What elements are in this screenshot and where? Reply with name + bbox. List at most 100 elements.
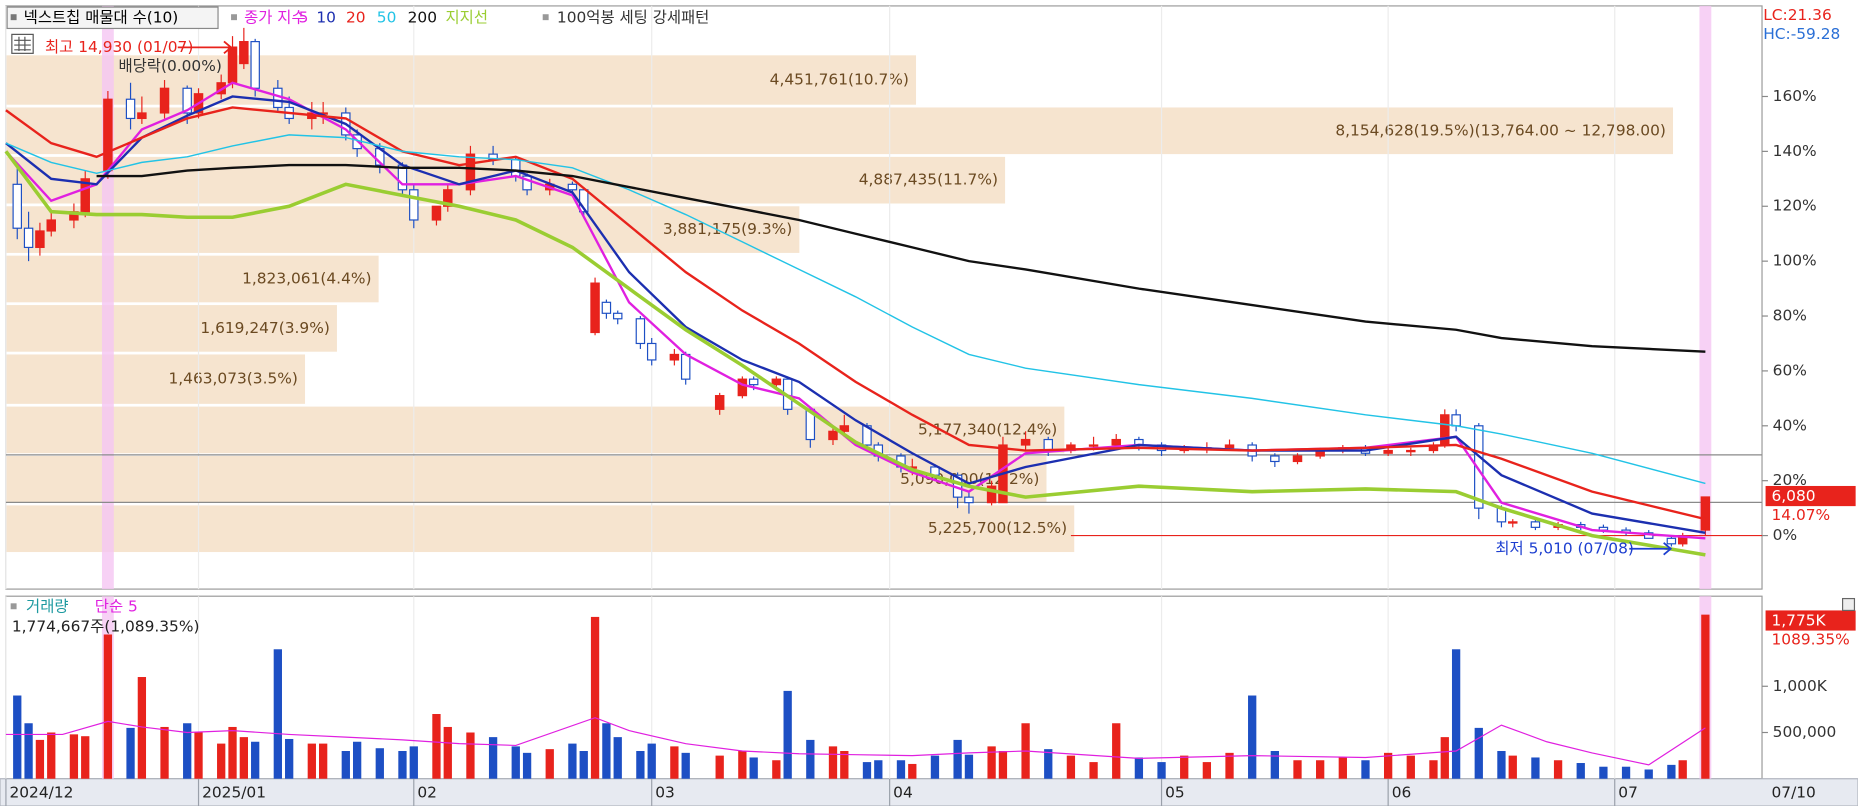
candle-body — [239, 41, 249, 65]
high-note: 최고 14,930 (01/07) — [45, 38, 193, 56]
volume-bar — [1180, 755, 1189, 779]
volume-bar — [1134, 757, 1144, 779]
volume-bar — [488, 737, 498, 779]
volume-bar — [24, 723, 33, 779]
x-tick-label: 2024/12 — [9, 783, 73, 801]
volume-bar — [194, 732, 203, 779]
volume-bar — [1576, 763, 1585, 779]
y-tick-label: 20% — [1773, 471, 1807, 489]
x-tick-label: 03 — [655, 783, 675, 801]
volume-bar — [47, 732, 56, 779]
profile-band — [5, 455, 1047, 503]
volume-bar — [307, 743, 316, 779]
legend-entry: 20 — [346, 8, 366, 26]
candle-body — [669, 353, 680, 361]
volume-bar — [987, 746, 996, 779]
volume-bar — [160, 726, 169, 779]
legend-entry: 10 — [316, 8, 336, 26]
close-button[interactable] — [1842, 597, 1856, 612]
volume-bar — [1599, 766, 1608, 779]
volume-change: 1089.35% — [1771, 631, 1849, 649]
profile-band — [5, 55, 917, 105]
candle-body — [1530, 521, 1541, 528]
volume-bar — [137, 677, 147, 779]
volume-bar — [217, 743, 226, 779]
volume-info: 1,774,667주(1,089.35%) — [12, 618, 200, 636]
profile-label: 1,619,247(3.9%) — [200, 319, 329, 337]
x-tick-label: 04 — [893, 783, 913, 801]
volume-bar — [375, 748, 384, 779]
volume-bar — [828, 746, 838, 779]
candle-body — [737, 378, 748, 397]
title-box[interactable] — [6, 6, 219, 30]
ma-line — [96, 163, 1706, 353]
profile-label: 3,881,175(9.3%) — [663, 220, 792, 238]
volume-bar — [228, 726, 237, 779]
candle-body — [748, 378, 759, 386]
last-volume: 1,775K — [1771, 612, 1826, 630]
x-tick-label: 06 — [1392, 783, 1412, 801]
candle-body — [46, 219, 56, 232]
volume-bar — [319, 743, 328, 779]
pattern-label: 100억봉 세팅 강세패턴 — [557, 8, 709, 26]
volume-bar — [1678, 760, 1687, 779]
volume-bar — [1089, 762, 1098, 779]
volume-bar — [432, 714, 441, 779]
profile-band — [5, 505, 1075, 553]
volume-bar — [398, 750, 407, 779]
candle-body — [1020, 438, 1031, 446]
volume-bar — [772, 760, 781, 779]
volume-bar — [183, 723, 192, 779]
volume-bar — [352, 741, 362, 779]
hc-label: HC:-59.28 — [1763, 25, 1840, 43]
bullet — [542, 14, 549, 21]
volume-bar — [1270, 750, 1279, 779]
y-tick-label: 120% — [1773, 197, 1817, 215]
calendar-icon[interactable] — [11, 33, 34, 54]
last-date: 07/10 — [1771, 783, 1815, 801]
volume-bar — [738, 750, 747, 779]
profile-label: 4,887,435(11.7%) — [859, 171, 998, 189]
profile-band — [5, 107, 1674, 155]
candle-body — [601, 301, 612, 314]
candle-body — [1111, 438, 1121, 446]
volume-bar — [1248, 695, 1257, 779]
volume-bar — [1497, 750, 1506, 779]
indicator-prefix: 종가 지수 — [244, 8, 306, 26]
calendar-grid — [14, 36, 31, 51]
candle-body — [646, 342, 657, 361]
volume-bar — [1338, 757, 1347, 779]
volume-bar — [874, 760, 883, 779]
volume-bar — [1044, 749, 1053, 779]
volume-bar — [783, 690, 792, 779]
y-tick-label: 40% — [1773, 416, 1807, 434]
x-tick-label: 05 — [1165, 783, 1185, 801]
dividend-note: 배당락(0.00%) — [118, 57, 221, 75]
volume-ma-line — [5, 717, 1706, 766]
volume-bar — [409, 746, 418, 779]
volume-bar — [998, 750, 1008, 779]
y-tick-label: 500,000 — [1773, 723, 1837, 741]
high-arrow — [177, 40, 233, 55]
legend-entry: 200 — [408, 8, 437, 26]
candle-body — [431, 205, 442, 221]
candle-body — [612, 312, 623, 320]
profile-label: 1,823,061(4.4%) — [242, 269, 371, 287]
candle-body — [635, 318, 646, 345]
candle-body — [828, 430, 838, 441]
x-tick-label: 07 — [1618, 783, 1638, 801]
volume-bar — [69, 734, 79, 779]
last-price-box — [1765, 485, 1856, 507]
y-tick-label: 140% — [1773, 142, 1817, 160]
x-tick-label: 2025/01 — [202, 783, 266, 801]
candle-body — [23, 227, 34, 249]
highlight — [101, 5, 114, 590]
volume-bar — [522, 752, 532, 779]
candle-body — [1224, 444, 1235, 449]
volume-bar — [1361, 760, 1370, 779]
candle-body — [567, 183, 578, 191]
volume-bar — [1451, 649, 1461, 779]
volume-bar — [81, 736, 90, 779]
candle-body — [443, 189, 453, 207]
volume-bar — [896, 760, 906, 779]
